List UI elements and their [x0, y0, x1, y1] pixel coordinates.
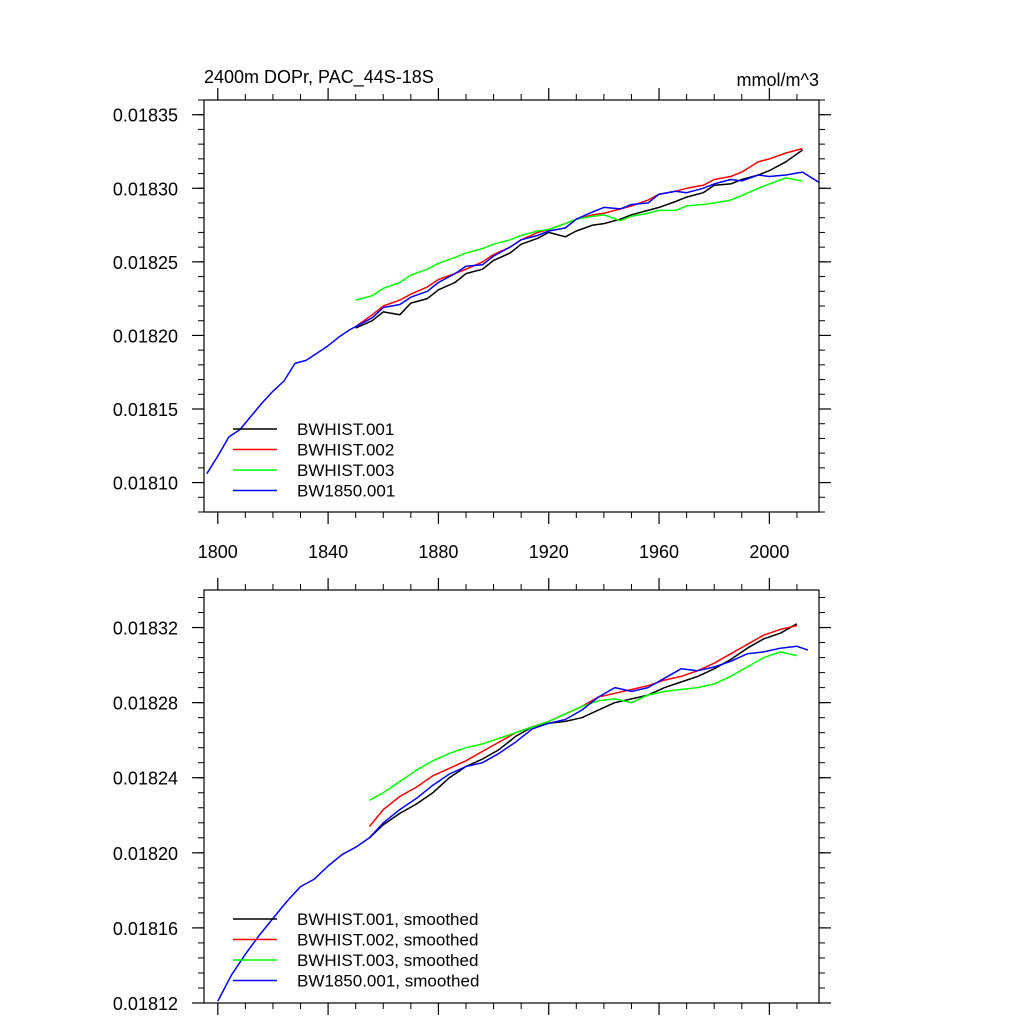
y-tick-label: 0.01810	[113, 474, 178, 494]
y-tick-label: 0.01812	[113, 994, 178, 1014]
y-tick-label: 0.01830	[113, 179, 178, 199]
series-line	[368, 624, 798, 827]
y-tick-label: 0.01815	[113, 400, 178, 420]
y-tick-label: 0.01824	[113, 769, 178, 789]
y-tick-label: 0.01835	[113, 106, 178, 126]
y-tick-label: 0.01816	[113, 919, 178, 939]
legend-label: BWHIST.002, smoothed	[297, 931, 478, 950]
legend-label: BWHIST.003, smoothed	[297, 951, 478, 970]
series-line	[355, 177, 803, 301]
series-line	[355, 149, 803, 329]
y-tick-label: 0.01820	[113, 326, 178, 346]
legend-label: BWHIST.001, smoothed	[297, 910, 478, 929]
y-tick-label: 0.01832	[113, 619, 178, 639]
x-tick-label: 1800	[198, 542, 238, 562]
plot-frame	[203, 589, 820, 1004]
legend-label: BWHIST.001	[297, 420, 394, 439]
units-label: mmol/m^3	[737, 70, 819, 90]
chart-title: 2400m DOPr, PAC_44S-18S	[204, 67, 434, 88]
legend-label: BW1850.001	[297, 482, 395, 501]
bottom-panel: 0.01812 0.01816 0.01820 0.01824 0.01828 0.018…	[113, 578, 831, 1015]
y-tick-label: 0.01828	[113, 694, 178, 714]
legend-label: BW1850.001, smoothed	[297, 972, 479, 991]
series-line	[217, 645, 809, 1002]
series-line	[368, 623, 798, 839]
x-tick-label: 1960	[639, 542, 679, 562]
top-panel: 2400m DOPr, PAC_44S-18S mmol/m^3 1800 184…	[113, 67, 831, 562]
x-tick-label: 1840	[308, 542, 348, 562]
y-tick-label: 0.01825	[113, 253, 178, 273]
x-tick-label: 2000	[749, 542, 789, 562]
x-tick-label: 1920	[529, 542, 569, 562]
legend-label: BWHIST.003	[297, 461, 394, 480]
y-tick-label: 0.01820	[113, 844, 178, 864]
legend-label: BWHIST.002	[297, 441, 394, 460]
series-line	[369, 651, 798, 801]
x-tick-label: 1880	[418, 542, 458, 562]
series-line	[206, 171, 820, 475]
